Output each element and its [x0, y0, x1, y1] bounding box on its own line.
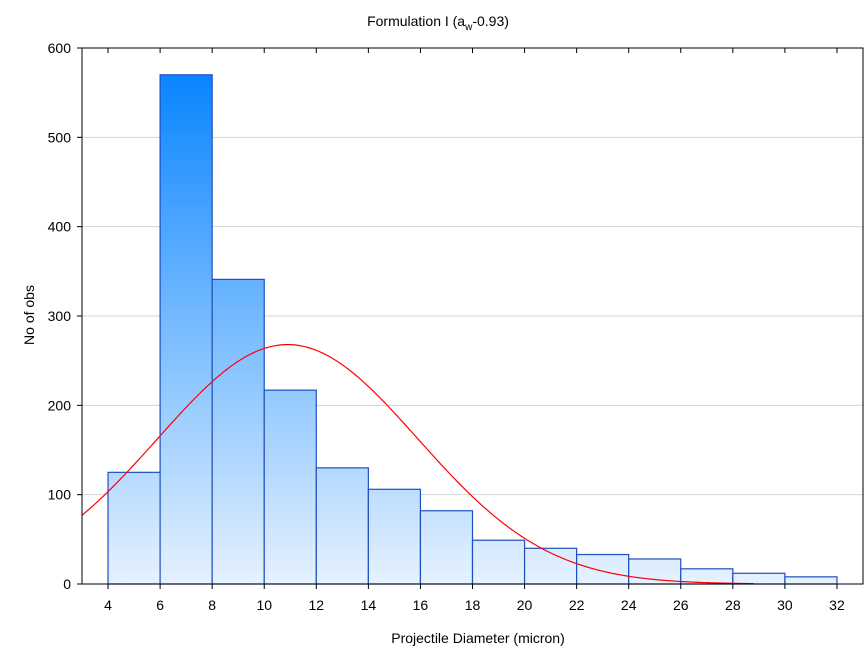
x-tick-label: 26 [673, 597, 689, 613]
normal-fit-curve [82, 343, 754, 584]
x-tick-label: 6 [156, 597, 164, 613]
histogram-bar [732, 572, 786, 585]
histogram-bar [367, 488, 422, 585]
chart-title-suffix: -0.93) [472, 13, 509, 29]
histogram-bar [576, 553, 630, 585]
y-axis-label: No of obs [21, 285, 37, 345]
x-tick-label: 4 [104, 597, 112, 613]
histogram-bar [315, 467, 369, 585]
histogram-bar [471, 539, 526, 585]
y-tick-label: 400 [48, 219, 72, 235]
x-tick-label: 28 [725, 597, 741, 613]
histogram-bar [419, 510, 474, 585]
x-tick-label: 8 [208, 597, 216, 613]
histogram-bar [628, 558, 682, 585]
y-tick-label: 100 [48, 487, 72, 503]
chart-title-subscript: w [464, 22, 473, 33]
y-tick-label: 600 [48, 40, 72, 56]
x-tick-label: 16 [413, 597, 429, 613]
y-tick-label: 300 [48, 308, 72, 324]
x-axis-label: Projectile Diameter (micron) [391, 630, 564, 646]
x-tick-label: 10 [256, 597, 272, 613]
x-tick-label: 30 [777, 597, 793, 613]
x-tick-label: 12 [309, 597, 325, 613]
y-tick-label: 500 [48, 129, 72, 145]
bars [107, 74, 838, 585]
histogram-bar [107, 471, 161, 585]
fit-curve [82, 343, 754, 584]
x-tick-label: 24 [621, 597, 637, 613]
histogram-bar [263, 389, 317, 585]
chart-title: Formulation I (aw-0.93) [367, 13, 509, 33]
x-tick-label: 22 [569, 597, 585, 613]
x-tick-label: 18 [465, 597, 481, 613]
histogram-bar [211, 278, 265, 585]
histogram-bar [159, 74, 213, 585]
y-axis-ticks: 0 100 200 300 400 500 600 [48, 40, 82, 592]
histogram-bar [523, 547, 578, 585]
x-tick-label: 20 [517, 597, 533, 613]
x-tick-label: 14 [361, 597, 377, 613]
y-tick-label: 200 [48, 397, 72, 413]
y-tick-label: 0 [63, 576, 71, 592]
x-tick-label: 32 [829, 597, 845, 613]
x-axis-ticks: 4 6 8 10 12 14 16 18 20 22 24 26 28 30 32 [104, 48, 845, 613]
histogram-bar [784, 576, 838, 585]
